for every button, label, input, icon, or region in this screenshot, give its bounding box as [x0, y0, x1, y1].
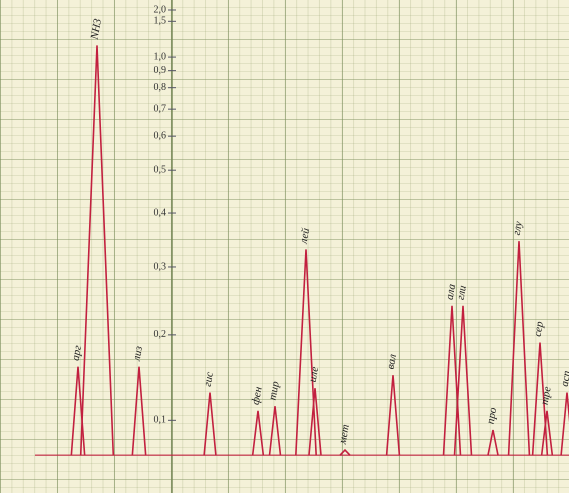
y-tick-label: 0,7	[154, 103, 167, 114]
y-tick-label: 0,4	[154, 207, 167, 218]
peak-label: тре	[539, 386, 554, 406]
y-tick-label: 0,5	[154, 164, 167, 175]
peak-label: арг	[70, 344, 85, 362]
peak-label: ала	[444, 283, 459, 301]
peak-label: гис	[202, 371, 216, 388]
y-tick-label: 1,5	[154, 16, 167, 27]
peak	[487, 429, 499, 456]
peak	[308, 388, 322, 456]
peak-label: лиз	[130, 345, 145, 362]
y-tick-label: 0,8	[154, 82, 167, 93]
peak-label: тир	[267, 380, 282, 401]
y-tick-label: 0,2	[154, 329, 167, 340]
y-tick-label: 2,0	[154, 4, 167, 15]
peak-label: глу	[511, 220, 525, 236]
y-tick-label: 0,6	[154, 130, 167, 141]
peak-label: сер	[532, 320, 547, 337]
peak-label: вал	[385, 353, 399, 370]
peak	[339, 448, 351, 456]
y-tick-label: 0,3	[154, 261, 167, 272]
peak-label: гли	[455, 284, 469, 301]
peak	[560, 392, 569, 456]
peak-label: про	[485, 406, 500, 425]
peak	[251, 410, 265, 456]
y-tick-label: 0,1	[154, 415, 167, 426]
peak-label: асп	[559, 369, 569, 387]
y-tick-label: 1,0	[154, 51, 167, 62]
peak	[540, 410, 554, 456]
peak	[203, 392, 217, 456]
peak-label: NH3	[88, 17, 104, 41]
peak	[131, 366, 147, 456]
peak	[507, 241, 531, 456]
peak	[453, 305, 473, 456]
peak	[79, 45, 115, 456]
peak-label: иле	[307, 366, 322, 383]
peak-label: мет	[336, 423, 351, 446]
y-tick-label: 0,9	[154, 65, 167, 76]
peak	[268, 406, 282, 456]
peak	[531, 342, 549, 456]
peak-label: фен	[250, 385, 265, 405]
peak	[295, 249, 317, 456]
peak-label: лей	[297, 227, 312, 246]
peak	[442, 305, 462, 456]
peak	[385, 375, 401, 456]
